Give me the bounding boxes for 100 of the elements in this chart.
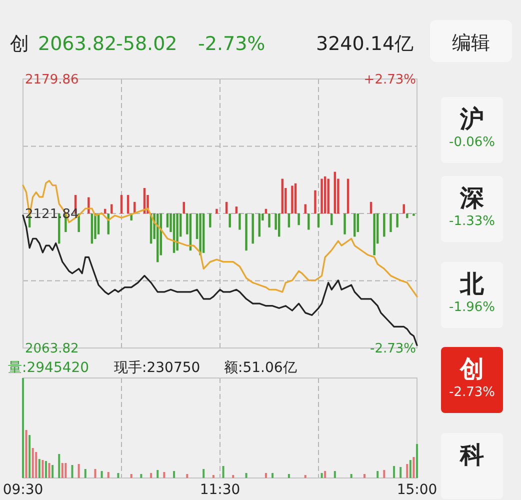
- bar: [376, 471, 379, 478]
- bar: [25, 430, 28, 478]
- bar: [324, 176, 326, 214]
- bar: [327, 178, 330, 214]
- bar: [258, 214, 260, 237]
- x-tick-label: 15:00: [396, 482, 438, 498]
- bar: [245, 473, 248, 478]
- bar: [61, 463, 64, 478]
- text: -2.73%: [198, 33, 266, 55]
- bar: [396, 214, 398, 228]
- text: -2.73%: [449, 385, 495, 400]
- bar: [71, 465, 74, 478]
- bar: [370, 202, 372, 214]
- line-series: [22, 180, 418, 298]
- bar: [320, 178, 323, 214]
- y2-tick-label: +2.73%: [364, 72, 416, 88]
- bar: [264, 473, 267, 478]
- text: 沪: [459, 105, 484, 133]
- text: 创: [10, 33, 29, 55]
- bar: [130, 474, 132, 478]
- bar: [400, 467, 402, 478]
- bar: [232, 475, 234, 478]
- bar: [163, 472, 166, 478]
- text: 编辑: [452, 32, 490, 54]
- bar: [107, 472, 110, 478]
- bar: [32, 448, 34, 478]
- bar: [383, 470, 386, 478]
- bar: [320, 473, 323, 478]
- bar: [235, 206, 238, 214]
- bar: [393, 466, 396, 478]
- text: 额:51.06亿: [224, 360, 297, 376]
- bar: [110, 204, 113, 214]
- bar: [406, 214, 408, 218]
- bar: [22, 378, 24, 478]
- bar: [35, 452, 38, 478]
- bar: [225, 202, 228, 214]
- bar: [409, 460, 412, 478]
- bar: [272, 473, 274, 478]
- bar: [252, 214, 254, 244]
- text: -58.02: [116, 33, 178, 55]
- y-tick-label: 2063.82: [25, 342, 79, 356]
- bar: [48, 463, 50, 478]
- bar: [120, 194, 123, 214]
- bar: [268, 214, 270, 228]
- bar: [202, 214, 205, 253]
- bar: [228, 214, 231, 228]
- bar: [52, 465, 54, 478]
- bar: [314, 190, 316, 214]
- bar: [304, 204, 306, 214]
- text: 现手:230750: [114, 360, 200, 376]
- bar: [288, 474, 290, 478]
- bar: [126, 194, 130, 214]
- y2-tick-label: -2.73%: [370, 342, 416, 356]
- bar: [182, 202, 185, 214]
- bar: [216, 208, 218, 214]
- bar: [44, 461, 47, 478]
- x-tick-label: 11:30: [200, 482, 240, 498]
- bar: [199, 214, 202, 256]
- bar: [330, 214, 333, 226]
- bar: [402, 204, 405, 214]
- bar: [64, 463, 67, 478]
- bar: [58, 454, 60, 478]
- bar: [363, 474, 366, 478]
- bar: [222, 466, 224, 478]
- bar: [173, 471, 176, 478]
- bar: [288, 214, 290, 228]
- text: -1.33%: [449, 214, 495, 229]
- bar: [78, 464, 80, 478]
- x-tick-label: 09:30: [2, 482, 44, 498]
- bar: [383, 214, 386, 237]
- bar: [350, 474, 352, 478]
- bar: [140, 474, 142, 478]
- bar: [38, 459, 40, 478]
- bar: [416, 444, 418, 478]
- bar: [281, 178, 284, 214]
- bar: [373, 214, 376, 256]
- bar: [334, 172, 336, 214]
- bar: [308, 214, 310, 230]
- text: 创: [459, 355, 484, 383]
- bar: [278, 214, 280, 237]
- bar: [291, 186, 294, 214]
- bar: [344, 214, 346, 234]
- text: 深: [459, 184, 484, 212]
- bar: [84, 469, 86, 478]
- bar: [100, 471, 103, 478]
- bar: [294, 183, 297, 214]
- bar: [209, 214, 212, 228]
- bar: [245, 214, 248, 251]
- text: 科: [459, 441, 484, 469]
- bar: [117, 473, 120, 478]
- bar: [238, 214, 241, 230]
- bar: [202, 469, 205, 478]
- bar: [90, 214, 94, 244]
- bar: [354, 214, 356, 237]
- bar: [304, 475, 306, 478]
- bar: [390, 214, 392, 232]
- bar: [406, 464, 408, 478]
- bar: [356, 214, 359, 232]
- bar: [334, 471, 336, 478]
- bar: [412, 457, 415, 478]
